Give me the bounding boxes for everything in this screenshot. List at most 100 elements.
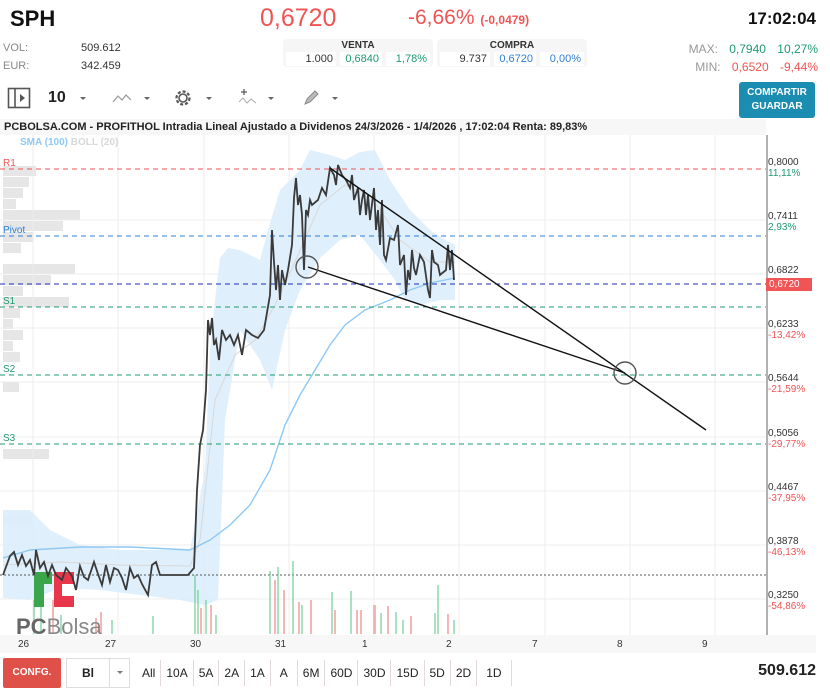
current-price-tag: 0,6720 xyxy=(766,278,812,291)
compra-title: COMPRA xyxy=(489,40,535,51)
legend-sma[interactable]: SMA (100) xyxy=(20,137,68,148)
max-price: 0,7940 xyxy=(729,42,766,56)
chevron-down-icon xyxy=(268,96,274,100)
config-button[interactable]: CONFG. xyxy=(3,658,61,688)
trend-anchor-circle[interactable] xyxy=(295,255,319,279)
share-save-button[interactable]: COMPARTIR GUARDAR xyxy=(739,82,815,118)
y-tick: 0,7411 2,93% xyxy=(768,211,798,233)
range-2a[interactable]: 2A xyxy=(219,660,246,686)
x-tick: 1 xyxy=(362,639,368,650)
s1-label: S1 xyxy=(3,296,16,307)
pivot-label: Pivot xyxy=(3,225,26,236)
bollinger-band xyxy=(3,150,455,605)
compra-qty: 9.737 xyxy=(440,52,490,66)
range-15d[interactable]: 15D xyxy=(391,660,425,686)
compra-pct: 0,00% xyxy=(540,52,584,66)
indicators-dropdown[interactable] xyxy=(238,86,274,110)
price-change: -6,66% (-0,0479) xyxy=(408,6,529,30)
range-1d[interactable]: 1D xyxy=(477,660,512,686)
chart-toolbar: 10 xyxy=(0,84,760,112)
pcbolsa-logo xyxy=(34,572,74,607)
x-tick: 27 xyxy=(105,639,117,650)
range-2d[interactable]: 2D xyxy=(451,660,478,686)
share-label: COMPARTIR xyxy=(747,87,807,98)
eur-value: 342.459 xyxy=(81,60,121,72)
range-1a[interactable]: 1A xyxy=(245,660,271,686)
range-all[interactable]: All xyxy=(137,660,162,686)
change-abs: (-0,0479) xyxy=(480,13,530,27)
price-line xyxy=(2,164,455,598)
min-pct: -9,44% xyxy=(779,60,818,74)
min-price: 0,6520 xyxy=(731,60,769,74)
volume-value: 509.612 xyxy=(81,42,121,54)
panel-toggle-icon xyxy=(7,87,31,109)
max-pct: 10,27% xyxy=(777,42,818,56)
range-5a[interactable]: 5A xyxy=(194,660,220,686)
volume-label: VOL: xyxy=(3,42,29,54)
lower-trendline xyxy=(307,266,626,374)
pencil-icon xyxy=(304,90,319,105)
max-label: MAX: xyxy=(688,42,718,56)
chevron-down-icon[interactable] xyxy=(109,659,130,687)
chart-title: PCBOLSA.COM - PROFITHOL Intradia Lineal … xyxy=(0,119,766,135)
quote-time: 17:02:04 xyxy=(747,9,816,28)
symbol: SPH xyxy=(10,6,56,31)
price-chart[interactable]: PCBolsa xyxy=(0,135,830,635)
y-tick: 0,4467 -37,95% xyxy=(768,482,806,504)
y-tick: 0,6233 -13,42% xyxy=(768,319,806,341)
trend-intersect-circle[interactable] xyxy=(613,361,637,385)
indicator-select-value: Bl xyxy=(82,666,94,680)
chevron-down-icon xyxy=(79,96,86,100)
venta-box: VENTA 1.000 0,6840 1,78% xyxy=(283,39,433,67)
upper-trendline xyxy=(329,167,707,431)
eur-label: EUR: xyxy=(3,60,30,72)
range-a[interactable]: A xyxy=(271,660,298,686)
chevron-down-icon xyxy=(144,96,150,100)
legend-boll[interactable]: BOLL (20) xyxy=(70,137,119,148)
add-indicator-icon xyxy=(238,89,257,104)
s2-label: S2 xyxy=(3,364,16,375)
line-chart-icon xyxy=(112,94,132,103)
y-tick: 0,8000 11,11% xyxy=(768,157,801,179)
range-10a[interactable]: 10A xyxy=(161,660,194,686)
watermark-text: PCBolsa xyxy=(16,614,102,635)
settings-dropdown[interactable] xyxy=(172,86,212,110)
indicator-legend: SMA (100) BOLL (20) xyxy=(20,137,118,148)
x-tick: 2 xyxy=(446,639,452,650)
eur-row: EUR: 342.459 xyxy=(3,60,121,72)
period-dropdown[interactable]: 10 xyxy=(48,86,86,110)
r1-label: R1 xyxy=(3,158,16,169)
range-6m[interactable]: 6M xyxy=(298,660,326,686)
volume-total: 509.612 xyxy=(758,662,816,679)
trend-lines xyxy=(307,167,707,431)
y-tick: 0,6822 xyxy=(768,265,799,276)
gear-icon xyxy=(175,90,191,106)
venta-price: 0,6840 xyxy=(340,52,382,66)
venta-qty: 1.000 xyxy=(286,52,336,66)
max-row: MAX: 0,7940 10,27% xyxy=(681,42,818,56)
min-row: MIN: 0,6520 -9,44% xyxy=(687,60,818,74)
x-tick: 9 xyxy=(702,639,708,650)
toggle-panel-button[interactable] xyxy=(7,86,31,110)
compra-box: COMPRA 9.737 0,6720 0,00% xyxy=(437,39,587,67)
indicator-select[interactable]: Bl xyxy=(66,658,130,688)
drawing-tools-dropdown[interactable] xyxy=(302,86,338,110)
chart-type-dropdown[interactable] xyxy=(112,86,150,110)
range-60d[interactable]: 60D xyxy=(325,660,359,686)
s3-label: S3 xyxy=(3,433,16,444)
last-price: 0,6720 xyxy=(260,4,337,32)
x-axis xyxy=(0,635,816,653)
y-tick: 0,5056 -29,77% xyxy=(768,428,806,450)
range-30d[interactable]: 30D xyxy=(358,660,392,686)
volume-row: VOL: 509.612 xyxy=(3,42,121,54)
period-value: 10 xyxy=(48,89,66,106)
y-tick: 0,3878 -46,13% xyxy=(768,536,806,558)
min-label: MIN: xyxy=(695,60,721,74)
bottom-bar: CONFG. Bl All 10A 5A 2A 1A A 6M 60D 30D … xyxy=(0,656,830,693)
range-5d[interactable]: 5D xyxy=(425,660,451,686)
change-pct: -6,66% xyxy=(408,6,475,29)
x-tick: 31 xyxy=(275,639,287,650)
sma-line xyxy=(2,277,456,559)
x-tick: 8 xyxy=(617,639,623,650)
chevron-down-icon xyxy=(206,96,212,100)
